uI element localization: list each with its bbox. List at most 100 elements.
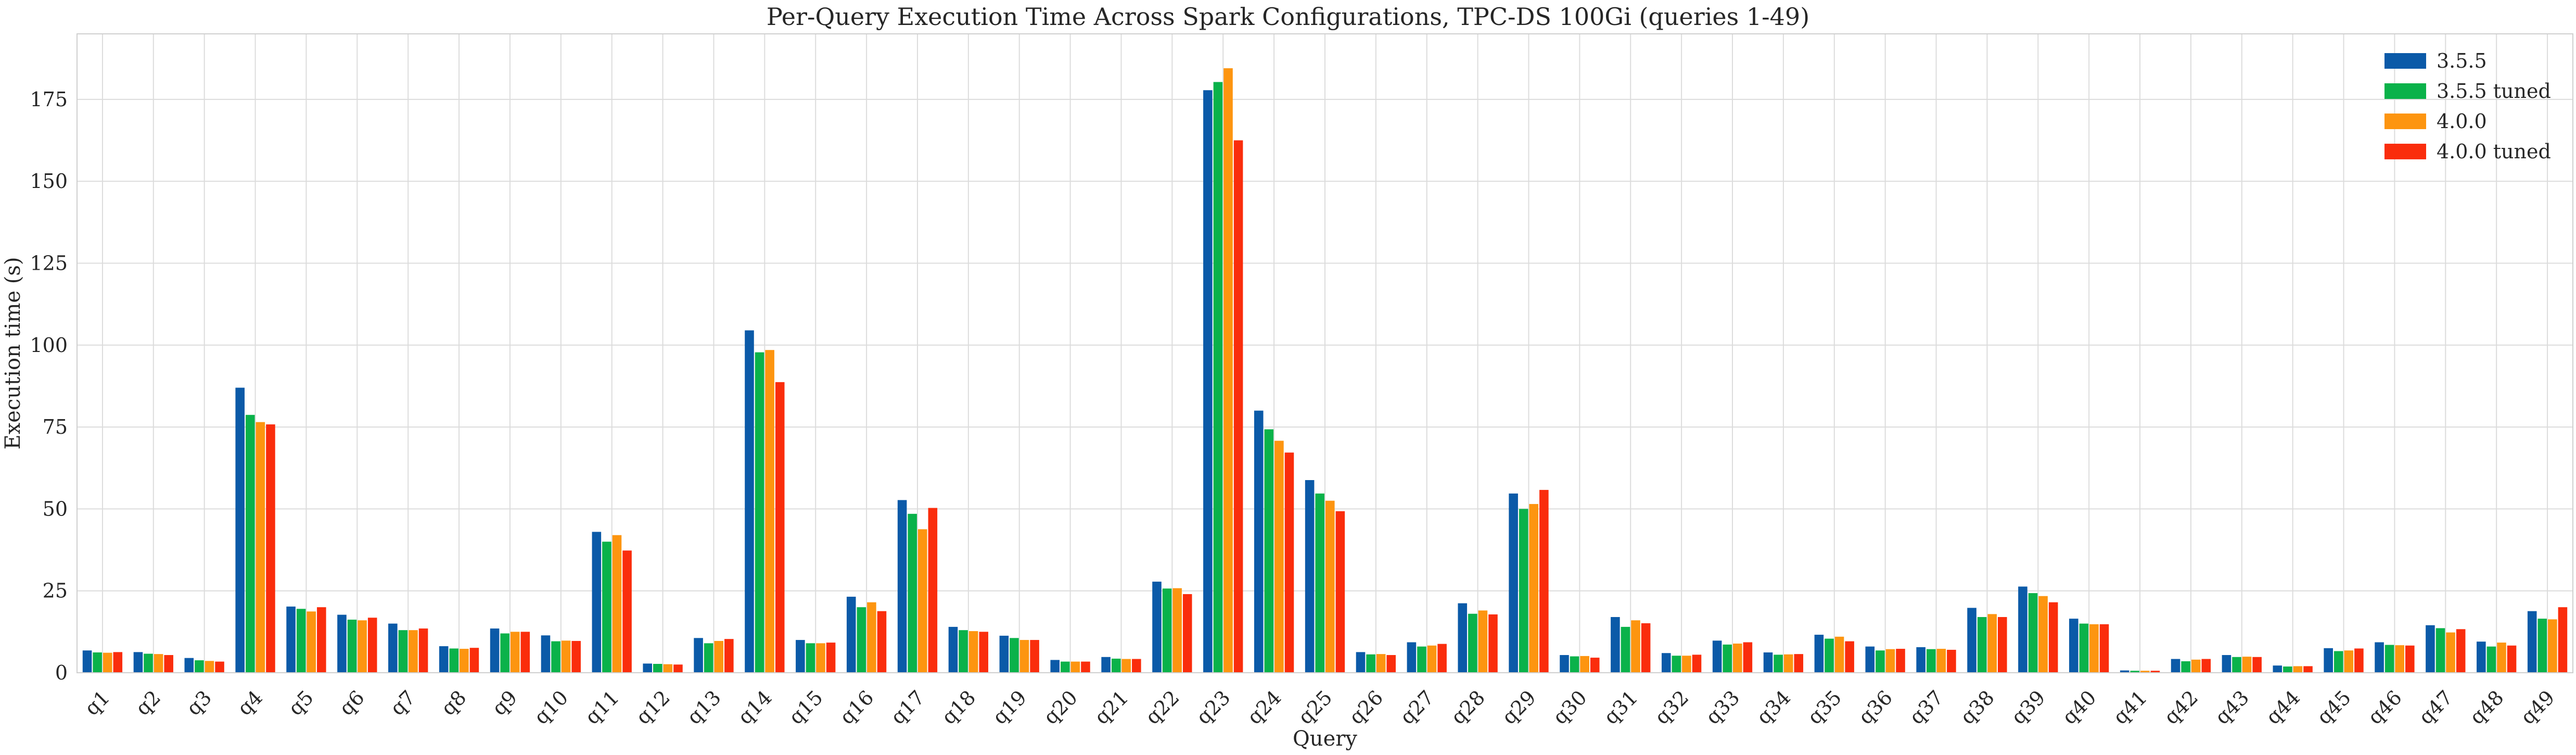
chart-title: Per-Query Execution Time Across Spark Co… [767, 3, 1809, 31]
bar [755, 352, 764, 673]
x-tick-label: q49 [2516, 686, 2559, 729]
bar [1417, 646, 1426, 673]
bar [184, 658, 194, 673]
bar [103, 652, 112, 673]
bar [1936, 649, 1946, 673]
bar [1121, 659, 1131, 673]
bar [2242, 657, 2252, 673]
bar [2099, 624, 2109, 673]
bar [1335, 511, 1345, 673]
x-tick-label: q1 [80, 686, 114, 720]
bar [1672, 656, 1681, 673]
y-tick-label: 25 [43, 580, 68, 602]
legend-swatch [2384, 114, 2426, 129]
bar [367, 618, 377, 673]
legend-swatch [2384, 83, 2426, 99]
bar [2446, 632, 2455, 673]
x-tick-label: q37 [1905, 686, 1948, 729]
x-tick-label: q35 [1803, 686, 1846, 729]
bar [205, 661, 214, 673]
bar [999, 635, 1009, 673]
bar [2384, 645, 2394, 673]
bar [2527, 611, 2537, 673]
bar [948, 626, 958, 673]
bar [2150, 671, 2160, 673]
bar [1172, 588, 1182, 673]
bar [2048, 602, 2058, 673]
bar [551, 641, 560, 673]
bar [806, 643, 815, 673]
bar [1876, 650, 1885, 673]
bar [765, 350, 774, 673]
x-tick-label: q29 [1497, 686, 1540, 729]
y-tick-label: 175 [30, 88, 68, 111]
bar [1560, 655, 1569, 673]
bar [826, 643, 836, 673]
bar [2171, 659, 2180, 673]
bar [663, 664, 673, 673]
bar [1111, 658, 1121, 673]
bar [286, 606, 296, 673]
legend-swatch [2384, 53, 2426, 69]
x-tick-label: q3 [182, 686, 216, 720]
bar [1723, 644, 1732, 673]
bar [2558, 607, 2568, 673]
bar [266, 424, 275, 673]
bar [602, 542, 611, 673]
bar [1050, 660, 1060, 673]
bar [2405, 645, 2415, 673]
bar [1529, 504, 1539, 673]
legend-label: 4.0.0 tuned [2437, 140, 2551, 163]
bar [256, 422, 265, 673]
bar [1783, 654, 1793, 673]
bar [418, 628, 428, 673]
bar [1132, 659, 1141, 673]
y-tick-label: 50 [43, 497, 68, 520]
bar [1070, 661, 1080, 673]
y-tick-label: 100 [30, 334, 68, 357]
bar [2222, 655, 2231, 673]
bar [398, 630, 408, 673]
x-tick-labels: q1 q2 q3 q4 q5 q6 q7 q8 q9 q10 q11 q12 q13 q14 q15 q16 q… [80, 686, 2559, 729]
bar [296, 609, 306, 673]
x-tick-label: q48 [2465, 686, 2508, 729]
bar [1865, 646, 1875, 673]
bar [1376, 654, 1386, 673]
bar [561, 640, 571, 673]
bar [1407, 642, 1417, 673]
bar [1386, 655, 1396, 673]
bar [1468, 613, 1477, 673]
bar [2089, 624, 2099, 673]
bar [1743, 642, 1753, 673]
bar [908, 513, 917, 673]
x-tick-label: q8 [437, 686, 470, 720]
bar [2181, 661, 2190, 673]
bar [714, 640, 724, 673]
x-tick-label: q46 [2363, 686, 2406, 729]
bar [1366, 654, 1375, 673]
bar [724, 639, 734, 673]
x-tick-label: q11 [581, 686, 624, 729]
bar [1896, 649, 1905, 673]
x-tick-label: q25 [1294, 686, 1337, 729]
bar [1997, 617, 2007, 673]
bar [1010, 638, 1019, 673]
y-tick-labels: 0 25 50 75 100 125 150 175 [30, 88, 68, 684]
bar [1274, 441, 1284, 673]
bar [337, 614, 347, 673]
legend-label: 3.5.5 [2437, 49, 2487, 72]
bar [1692, 655, 1702, 673]
x-tick-label: q30 [1548, 686, 1591, 729]
bar [195, 660, 204, 673]
legend: 3.5.5 3.5.5 tuned 4.0.0 4.0.0 tuned [2384, 49, 2551, 163]
bar [133, 652, 143, 673]
bar [2456, 629, 2466, 673]
bar [1437, 644, 1447, 673]
bar [2079, 623, 2089, 673]
bar [2395, 645, 2405, 673]
bar [510, 632, 520, 673]
bar [1682, 656, 1691, 673]
bar [2344, 650, 2354, 673]
bar [1814, 635, 1824, 673]
bar [1478, 610, 1488, 673]
